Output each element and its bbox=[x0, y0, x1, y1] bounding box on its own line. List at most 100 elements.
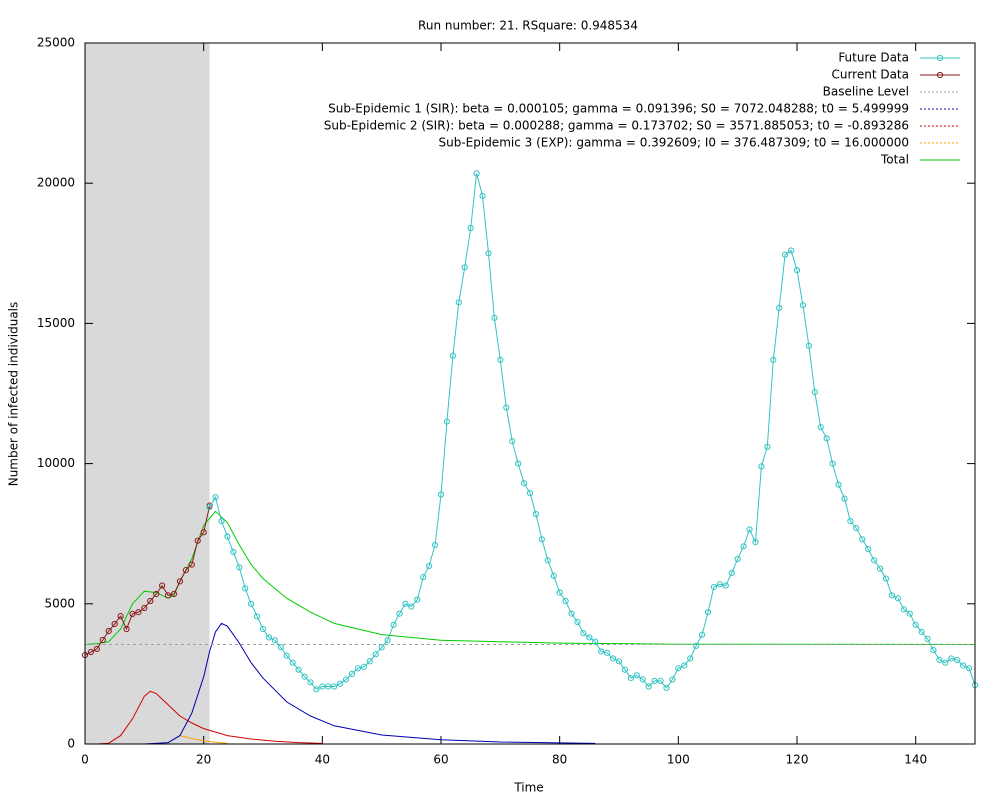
data-point bbox=[954, 656, 961, 663]
data-point bbox=[544, 557, 551, 564]
data-point bbox=[497, 356, 504, 363]
data-point bbox=[159, 582, 166, 589]
data-point bbox=[390, 621, 397, 628]
data-point bbox=[633, 672, 640, 679]
data-point bbox=[764, 443, 771, 450]
legend-label: Sub-Epidemic 2 (SIR): beta = 0.000288; g… bbox=[324, 119, 909, 133]
data-point bbox=[604, 649, 611, 656]
data-point bbox=[259, 625, 267, 633]
data-point bbox=[99, 636, 106, 644]
data-point bbox=[426, 562, 433, 570]
data-point bbox=[847, 517, 854, 525]
data-point bbox=[835, 481, 842, 488]
data-point bbox=[693, 642, 700, 649]
data-point bbox=[550, 572, 557, 579]
data-point bbox=[663, 684, 670, 692]
data-point bbox=[337, 680, 344, 687]
data-point bbox=[912, 621, 919, 628]
data-point bbox=[200, 529, 207, 536]
data-point bbox=[265, 634, 273, 641]
data-point bbox=[147, 597, 154, 605]
x-tick-label: 140 bbox=[904, 753, 927, 767]
legend-label: Current Data bbox=[831, 68, 909, 82]
x-tick-label: 0 bbox=[81, 753, 89, 767]
data-point bbox=[313, 686, 320, 693]
data-point bbox=[129, 610, 136, 617]
data-point bbox=[170, 590, 178, 598]
data-point bbox=[206, 503, 213, 511]
data-point bbox=[900, 606, 907, 613]
series-line bbox=[84, 505, 211, 656]
data-point bbox=[218, 517, 225, 525]
data-point bbox=[301, 673, 308, 680]
data-point bbox=[515, 460, 522, 467]
legend-marker bbox=[936, 71, 944, 79]
series-line bbox=[209, 173, 976, 690]
data-point bbox=[384, 637, 391, 644]
data-point bbox=[408, 603, 415, 610]
data-point bbox=[277, 644, 284, 651]
data-point bbox=[574, 618, 581, 626]
series-line bbox=[96, 690, 323, 745]
data-point bbox=[782, 251, 789, 258]
data-point bbox=[740, 543, 747, 550]
data-point bbox=[823, 435, 830, 442]
data-point bbox=[164, 592, 172, 599]
data-point bbox=[538, 536, 545, 543]
legend-label: Future Data bbox=[838, 51, 909, 65]
data-point bbox=[888, 592, 896, 599]
data-point bbox=[224, 533, 231, 540]
series-line bbox=[144, 622, 596, 745]
series-line bbox=[179, 735, 228, 744]
data-point bbox=[319, 683, 326, 690]
data-point bbox=[621, 666, 629, 673]
data-point bbox=[509, 438, 516, 445]
data-point bbox=[651, 677, 658, 685]
x-tick-label: 120 bbox=[786, 753, 809, 767]
data-point bbox=[793, 267, 801, 274]
data-point bbox=[681, 662, 688, 669]
data-point bbox=[799, 302, 807, 309]
data-point bbox=[562, 597, 569, 605]
data-point bbox=[182, 567, 189, 574]
data-point bbox=[271, 637, 278, 644]
data-point bbox=[627, 675, 634, 682]
data-point bbox=[853, 524, 860, 532]
y-tick-label: 5000 bbox=[44, 596, 75, 610]
data-point bbox=[556, 589, 563, 596]
data-point bbox=[592, 638, 599, 645]
data-point bbox=[194, 537, 201, 544]
legend-label: Baseline Level bbox=[823, 85, 909, 99]
data-point bbox=[331, 683, 338, 690]
data-point bbox=[93, 645, 100, 653]
data-point bbox=[675, 665, 682, 672]
data-point bbox=[212, 494, 219, 501]
data-point bbox=[722, 582, 729, 589]
data-point bbox=[817, 424, 824, 431]
data-point bbox=[960, 662, 967, 669]
data-point bbox=[503, 404, 510, 411]
data-point bbox=[111, 620, 118, 628]
data-point bbox=[609, 655, 617, 662]
data-point bbox=[117, 613, 124, 620]
series-line bbox=[84, 510, 976, 645]
data-point bbox=[289, 659, 296, 666]
data-point bbox=[236, 564, 243, 571]
x-tick-label: 100 bbox=[667, 753, 690, 767]
data-point bbox=[396, 610, 403, 617]
data-point bbox=[420, 574, 427, 581]
data-point bbox=[728, 569, 735, 577]
data-point bbox=[532, 510, 540, 518]
data-point bbox=[414, 596, 421, 603]
data-point bbox=[657, 677, 664, 685]
data-point bbox=[431, 541, 439, 549]
data-point bbox=[758, 463, 765, 470]
data-point bbox=[461, 264, 468, 271]
x-axis-label: Time bbox=[513, 781, 543, 795]
legend-label: Sub-Epidemic 1 (SIR): beta = 0.000105; g… bbox=[328, 102, 909, 116]
data-point bbox=[123, 625, 130, 633]
data-point bbox=[918, 628, 925, 635]
data-point bbox=[253, 613, 261, 620]
data-point bbox=[87, 648, 95, 656]
data-point bbox=[924, 635, 931, 642]
